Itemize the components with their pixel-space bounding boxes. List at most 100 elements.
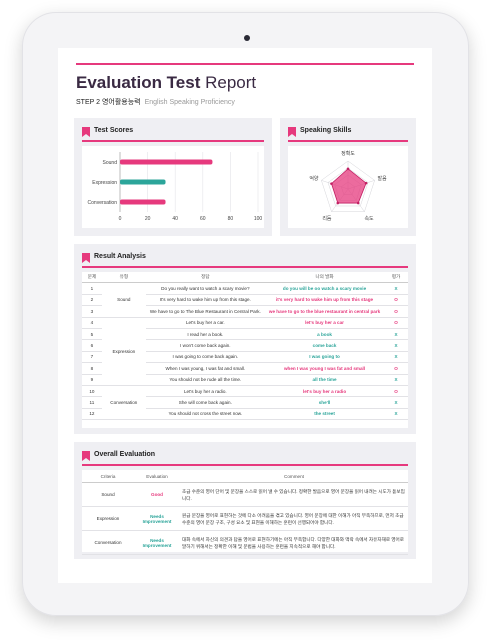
row-mark: X xyxy=(384,408,408,421)
col-header: 나의 발화 xyxy=(264,272,385,284)
radar-axis-label: 속도 xyxy=(364,215,374,222)
row-answer: She will come back again. xyxy=(145,396,265,409)
bookmark-icon xyxy=(82,253,90,263)
evaluation-cell: Needs Improvement xyxy=(134,506,180,531)
criteria-cell: Sound xyxy=(82,482,134,507)
table-row: 1 Sound Do you really want to watch a scar… xyxy=(82,282,408,318)
row-mine: it's very hard to wake him up from this … xyxy=(264,294,385,307)
radar-axis-label: 정확도 xyxy=(341,150,355,157)
table-header-row: 문제 유형 정답 나의 발화 평가 xyxy=(82,272,408,284)
test-scores-title: Test Scores xyxy=(94,127,134,134)
table-row: 11 She will come back again. she'll X xyxy=(82,396,408,409)
row-mine: a book xyxy=(264,328,385,341)
table-row: 3 We have to go to The Blue Restaurant in… xyxy=(82,305,408,318)
radar-area xyxy=(331,168,367,204)
row-mine: all the time xyxy=(264,374,385,386)
row-mark: X xyxy=(384,351,408,364)
col-header: Criteria xyxy=(82,470,134,483)
x-tick-label: 60 xyxy=(200,216,206,222)
row-mine: do you will be oo watch a scary movie xyxy=(264,282,385,295)
x-tick-label: 100 xyxy=(254,216,263,222)
step-label: STEP 2 영어활용능력 xyxy=(76,99,141,106)
row-answer: You should not be rude all the time. xyxy=(145,374,265,386)
radar-grid xyxy=(321,160,375,212)
camera-icon xyxy=(244,35,250,41)
overall-evaluation-header: Overall Evaluation xyxy=(82,450,408,466)
speaking-skills-header: Speaking Skills xyxy=(288,126,408,142)
row-mark: O xyxy=(384,294,408,307)
row-answer: It's very hard to wake him up from this … xyxy=(145,294,265,307)
table-row: 6 I won't come back again. come back X xyxy=(82,339,408,352)
result-analysis-table-card: 문제 유형 정답 나의 발화 평가 1 Sound Do you really wa… xyxy=(82,272,408,428)
overall-evaluation-table-card: Criteria Evaluation Comment Sound Good 초급 … xyxy=(82,470,408,555)
bar-conversation xyxy=(120,199,166,205)
row-number: 5 xyxy=(82,328,102,341)
row-answer: Let's buy her a car. xyxy=(145,317,265,329)
criteria-cell: Conversation xyxy=(82,530,134,555)
row-answer: Do you really want to watch a scary movi… xyxy=(145,282,265,295)
row-mine: come back xyxy=(264,339,385,352)
row-number: 10 xyxy=(82,385,102,398)
table-row: 2 It's very hard to wake him up from this… xyxy=(82,294,408,307)
evaluation-cell: Needs Improvement xyxy=(134,530,180,555)
row-mark: X xyxy=(384,328,408,341)
table-row: 4 Expression Let's buy her a car. let's buy… xyxy=(82,317,408,386)
col-header: 정답 xyxy=(145,272,265,284)
page-title: Evaluation Test Report xyxy=(76,73,257,92)
table-row: 7 I was going to come back again. I was go… xyxy=(82,351,408,364)
row-number: 11 xyxy=(82,396,102,409)
criteria-cell: Expression xyxy=(82,506,134,531)
row-mark: O xyxy=(384,385,408,398)
report-screen[interactable]: Evaluation Test Report STEP 2 영어활용능력 Engl… xyxy=(58,48,432,583)
result-analysis-title: Result Analysis xyxy=(94,253,146,260)
row-answer: We have to go to The Blue Restaurant in … xyxy=(145,305,265,318)
table-header-row: Criteria Evaluation Comment xyxy=(82,470,408,483)
row-number: 4 xyxy=(82,317,102,329)
table-row: 12 You should not cross the street now. th… xyxy=(82,408,408,421)
row-mark: O xyxy=(384,305,408,318)
overall-evaluation-panel: Overall Evaluation Criteria Evaluation C… xyxy=(74,442,416,559)
bar-sound xyxy=(120,159,213,165)
test-scores-chart: 0 20 40 60 80 100 Sound Expression Conversation xyxy=(82,146,264,228)
table-row: 5 I read her a book. a book X xyxy=(82,328,408,341)
row-type: Expression xyxy=(101,317,146,386)
radar-axis-label: 리듬 xyxy=(322,215,332,222)
row-answer: When I was young, I was fat and small. xyxy=(145,362,265,375)
row-number: 8 xyxy=(82,362,102,375)
evaluation-cell: Good xyxy=(134,482,180,507)
radar-point xyxy=(330,182,333,185)
row-mark: O xyxy=(384,362,408,375)
row-mark: X xyxy=(384,374,408,386)
category-label: Conversation xyxy=(88,200,118,206)
row-number: 6 xyxy=(82,339,102,352)
comment-cell: 초급 수준의 영어 단어 및 문장을 스스로 읽어 낼 수 있습니다. 정확한 … xyxy=(180,482,408,507)
radar-point xyxy=(364,181,368,185)
category-label: Expression xyxy=(92,180,117,186)
top-accent-line xyxy=(76,63,414,65)
col-header: 평가 xyxy=(384,272,408,284)
overall-evaluation-title: Overall Evaluation xyxy=(94,451,156,458)
radar-axis-label: 억양 xyxy=(309,175,319,182)
table-row: Conversation Needs Improvement 대화 속에서 자신의 … xyxy=(82,530,408,555)
radar-axis-label: 발음 xyxy=(377,175,387,182)
col-header: 문제 xyxy=(82,272,102,284)
table-row: Expression Needs Improvement 원급 문장을 영어로 표현… xyxy=(82,506,408,531)
row-answer: I read her a book. xyxy=(145,328,265,341)
row-number: 1 xyxy=(82,282,102,295)
row-answer: You should not cross the street now. xyxy=(145,408,265,421)
x-tick-label: 40 xyxy=(172,216,178,222)
comment-cell: 대화 속에서 자신의 의견과 답을 영어로 표현하기에는 아직 부족합니다. 다… xyxy=(180,530,408,555)
row-mark: X xyxy=(384,282,408,295)
row-number: 9 xyxy=(82,374,102,386)
row-mark: X xyxy=(384,339,408,352)
row-mine: let's buy her a radio xyxy=(264,385,385,398)
row-number: 3 xyxy=(82,305,102,318)
result-analysis-panel: Result Analysis 문제 유형 정답 나의 발화 평가 1 Sound… xyxy=(74,244,416,434)
x-tick-label: 0 xyxy=(119,216,122,222)
row-type: Sound xyxy=(101,282,146,318)
row-mine: the street xyxy=(264,408,385,421)
step-sub-label: English Speaking Proficiency xyxy=(144,99,235,106)
